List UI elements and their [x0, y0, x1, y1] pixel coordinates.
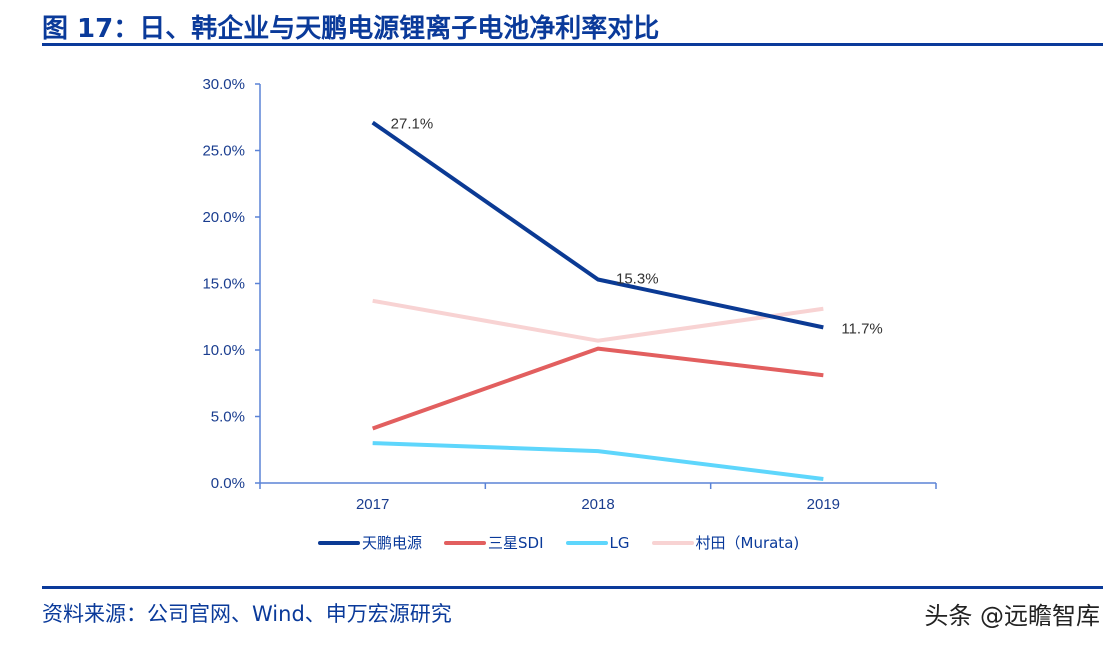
legend-swatch [565, 540, 608, 545]
y-tick-label: 10.0% [202, 342, 245, 359]
legend: 天鹏电源 三星SDI LG 村田（Murata) [318, 532, 799, 553]
data-label: 11.7% [841, 320, 882, 337]
y-tick-label: 20.0% [202, 209, 245, 226]
x-tick-label: 2018 [581, 496, 614, 513]
footer-rule [42, 586, 1103, 589]
title-rule [42, 43, 1103, 46]
source-note: 资料来源：公司官网、Wind、申万宏源研究 [42, 602, 452, 626]
figure-title: 图 17：日、韩企业与天鹏电源锂离子电池净利率对比 [42, 14, 660, 44]
watermark: 头条 @远瞻智库 [924, 602, 1100, 630]
series-line-0 [371, 120, 824, 330]
data-label: 15.3% [616, 271, 659, 288]
y-tick-label: 0.0% [211, 475, 245, 492]
y-tick-label: 25.0% [202, 143, 245, 160]
series-line-2 [372, 441, 824, 481]
y-tick-label: 30.0% [202, 76, 245, 93]
legend-label: LG [609, 533, 630, 552]
legend-item: 三星SDI [444, 532, 544, 553]
y-tick-label: 5.0% [211, 409, 245, 426]
legend-item: 天鹏电源 [318, 532, 422, 553]
x-tick-label: 2019 [807, 496, 840, 513]
series-line-1 [371, 346, 824, 431]
legend-swatch [318, 540, 360, 545]
data-label: 27.1% [391, 116, 434, 133]
y-tick-label: 15.0% [202, 276, 245, 293]
legend-label: 天鹏电源 [362, 534, 423, 552]
legend-label: 三星SDI [488, 534, 544, 552]
legend-swatch [651, 540, 694, 545]
legend-swatch [444, 540, 487, 545]
x-tick-label: 2017 [356, 496, 389, 513]
legend-label: 村田（Murata) [695, 534, 800, 552]
series-line-3 [372, 298, 824, 343]
legend-item: 村田（Murata) [651, 532, 800, 553]
legend-item: LG [565, 532, 630, 553]
line-chart: 0.0% 5.0% 10.0% 15.0% 20.0% 25.0% 30.0% 2017 201… [202, 76, 937, 513]
